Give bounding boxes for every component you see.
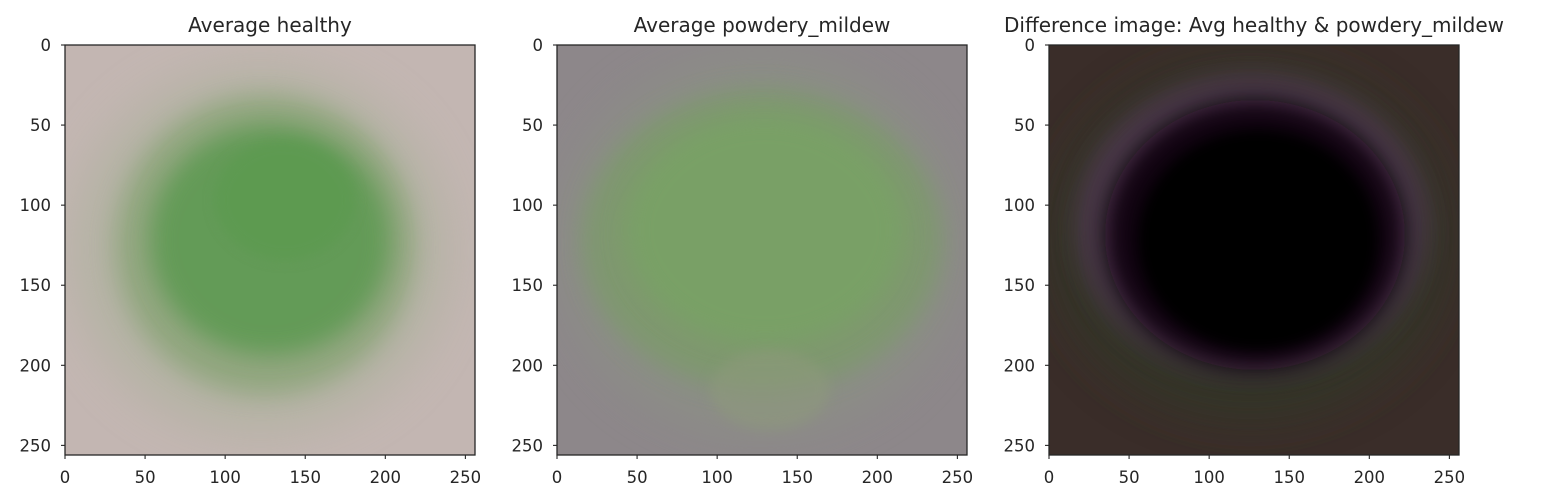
- x-tick-label: 250: [450, 468, 482, 487]
- x-tick-label: 100: [701, 468, 733, 487]
- x-tick-label: 0: [552, 468, 563, 487]
- y-tick-label: 200: [20, 356, 52, 375]
- y-tick-label: 150: [512, 276, 544, 295]
- y-tick-label: 50: [522, 116, 543, 135]
- axes-frame: [556, 44, 968, 456]
- x-tick-label: 100: [1193, 468, 1225, 487]
- panel-title: Average powdery_mildew: [634, 13, 891, 37]
- y-tick-label: 250: [1004, 436, 1036, 455]
- panel-difference-image: Difference image: Avg healthy & powdery_…: [1004, 13, 1505, 487]
- x-tick-label: 150: [289, 468, 321, 487]
- panel-average-healthy: Average healthy 0 50 100 150 200 250 0 50 100 15…: [20, 13, 482, 487]
- heatmap-image: [65, 45, 475, 455]
- x-tick-label: 50: [1119, 468, 1140, 487]
- panel-title: Average healthy: [188, 13, 352, 37]
- x-tick-label: 100: [209, 468, 241, 487]
- y-axis: 0 50 100 150 200 250: [20, 36, 65, 455]
- x-tick-label: 200: [862, 468, 894, 487]
- y-tick-label: 200: [1004, 356, 1036, 375]
- x-tick-label: 0: [1044, 468, 1055, 487]
- panel-title: Difference image: Avg healthy & powdery_…: [1004, 13, 1504, 37]
- y-tick-label: 0: [41, 36, 52, 55]
- x-axis: 0 50 100 150 200 250: [60, 455, 481, 487]
- x-tick-label: 50: [627, 468, 648, 487]
- y-tick-label: 0: [1025, 36, 1036, 55]
- y-tick-label: 50: [30, 116, 51, 135]
- y-tick-label: 150: [1004, 276, 1036, 295]
- x-tick-label: 250: [1434, 468, 1466, 487]
- y-tick-label: 150: [20, 276, 52, 295]
- y-axis: 0 50 100 150 200 250: [1004, 36, 1049, 455]
- y-axis: 0 50 100 150 200 250: [512, 36, 557, 455]
- x-tick-label: 250: [942, 468, 974, 487]
- y-tick-label: 200: [512, 356, 544, 375]
- x-tick-label: 200: [1354, 468, 1386, 487]
- y-tick-label: 100: [512, 196, 544, 215]
- axes-frame: [64, 44, 476, 456]
- x-tick-label: 50: [135, 468, 156, 487]
- x-tick-label: 0: [60, 468, 71, 487]
- x-tick-label: 150: [1273, 468, 1305, 487]
- heatmap-image: [557, 45, 967, 455]
- panel-average-powdery-mildew: Average powdery_mildew 0 50 100 150 200 250 0…: [512, 13, 974, 487]
- y-tick-label: 250: [20, 436, 52, 455]
- y-tick-label: 100: [20, 196, 52, 215]
- y-tick-label: 0: [533, 36, 544, 55]
- x-axis: 0 50 100 150 200 250: [1044, 455, 1465, 487]
- x-tick-label: 150: [781, 468, 813, 487]
- heatmap-image: [1049, 45, 1459, 455]
- x-tick-label: 200: [370, 468, 402, 487]
- y-tick-label: 100: [1004, 196, 1036, 215]
- y-tick-label: 50: [1014, 116, 1035, 135]
- x-axis: 0 50 100 150 200 250: [552, 455, 973, 487]
- axes-frame: [1048, 44, 1460, 456]
- y-tick-label: 250: [512, 436, 544, 455]
